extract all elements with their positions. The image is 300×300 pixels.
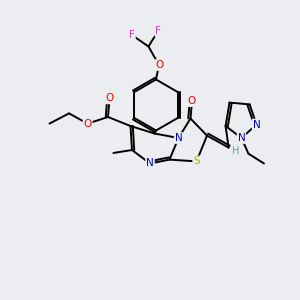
Text: N: N: [238, 133, 245, 143]
Text: N: N: [175, 133, 182, 143]
Text: O: O: [83, 118, 92, 129]
Text: S: S: [193, 156, 200, 167]
Text: H: H: [232, 146, 239, 156]
Text: F: F: [155, 26, 161, 36]
Text: N: N: [146, 158, 154, 169]
Text: F: F: [129, 30, 135, 40]
Text: O: O: [155, 60, 163, 70]
Text: O: O: [105, 93, 114, 103]
Text: O: O: [188, 96, 196, 106]
Text: N: N: [253, 119, 260, 130]
